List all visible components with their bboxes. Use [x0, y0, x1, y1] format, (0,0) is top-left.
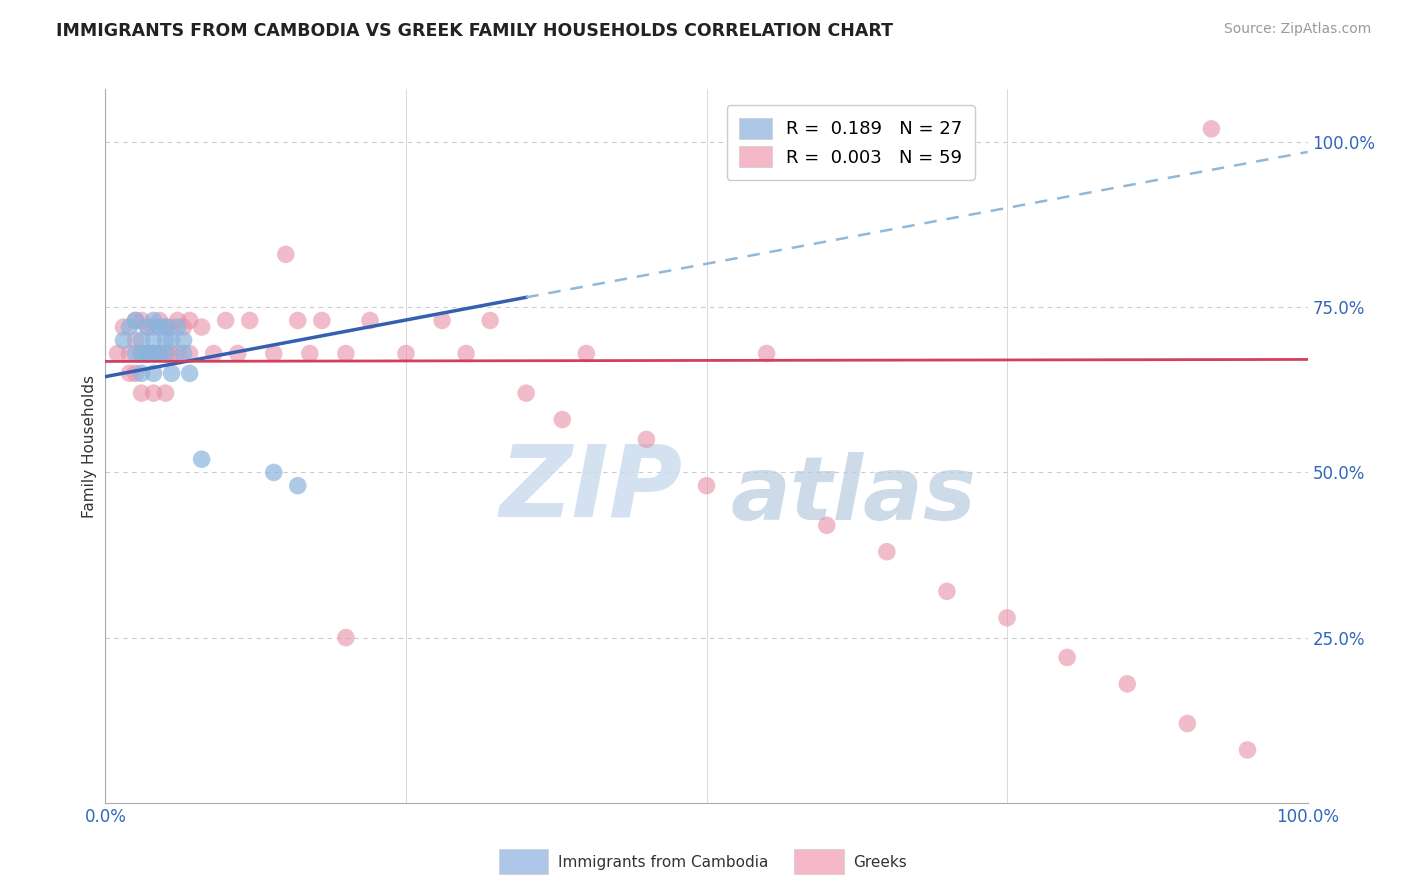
Point	[575, 346, 598, 360]
Point	[136, 320, 159, 334]
Point	[118, 367, 141, 381]
Text: atlas: atlas	[731, 452, 976, 540]
Point	[142, 346, 165, 360]
Point	[551, 412, 574, 426]
Point	[755, 346, 778, 360]
Point	[876, 545, 898, 559]
Point	[124, 346, 146, 360]
Point	[142, 386, 165, 401]
Point	[160, 346, 183, 360]
Point	[118, 346, 141, 360]
Point	[515, 386, 537, 401]
Point	[359, 313, 381, 327]
Point	[112, 320, 135, 334]
Text: Immigrants from Cambodia: Immigrants from Cambodia	[558, 855, 769, 870]
Text: Source: ZipAtlas.com: Source: ZipAtlas.com	[1223, 22, 1371, 37]
Point	[263, 466, 285, 480]
Point	[155, 333, 177, 347]
Point	[179, 346, 201, 360]
Point	[311, 313, 333, 327]
Point	[118, 320, 141, 334]
Point	[166, 313, 188, 327]
Point	[112, 333, 135, 347]
Point	[136, 346, 159, 360]
Point	[142, 346, 165, 360]
Point	[124, 367, 146, 381]
Point	[155, 320, 177, 334]
Point	[136, 346, 159, 360]
Point	[936, 584, 959, 599]
Point	[636, 433, 658, 447]
Point	[136, 320, 159, 334]
Point	[166, 346, 188, 360]
Point	[155, 386, 177, 401]
Point	[1175, 716, 1198, 731]
Point	[142, 367, 165, 381]
Point	[214, 313, 236, 327]
Point	[454, 346, 477, 360]
Point	[173, 320, 195, 334]
Point	[298, 346, 321, 360]
Point	[287, 478, 309, 492]
Point	[239, 313, 262, 327]
Text: IMMIGRANTS FROM CAMBODIA VS GREEK FAMILY HOUSEHOLDS CORRELATION CHART: IMMIGRANTS FROM CAMBODIA VS GREEK FAMILY…	[56, 22, 893, 40]
Text: ZIP: ZIP	[499, 441, 682, 537]
Point	[142, 313, 165, 327]
Point	[124, 313, 146, 327]
Point	[335, 346, 357, 360]
Point	[335, 631, 357, 645]
Point	[1236, 743, 1258, 757]
Point	[263, 346, 285, 360]
Point	[131, 346, 153, 360]
Point	[395, 346, 418, 360]
Point	[815, 518, 838, 533]
Point	[274, 247, 297, 261]
Point	[107, 346, 129, 360]
Point	[155, 346, 177, 360]
Point	[160, 320, 183, 334]
Point	[696, 478, 718, 492]
Point	[430, 313, 453, 327]
Point	[148, 313, 170, 327]
Point	[131, 386, 153, 401]
Point	[166, 320, 188, 334]
Point	[190, 452, 212, 467]
Point	[148, 346, 170, 360]
Point	[155, 346, 177, 360]
Point	[179, 367, 201, 381]
Point	[173, 333, 195, 347]
Point	[1201, 121, 1223, 136]
Point	[226, 346, 249, 360]
Point	[202, 346, 225, 360]
Point	[190, 320, 212, 334]
Point	[479, 313, 502, 327]
Point	[1116, 677, 1139, 691]
Legend: R =  0.189   N = 27, R =  0.003   N = 59: R = 0.189 N = 27, R = 0.003 N = 59	[727, 105, 974, 179]
Point	[124, 313, 146, 327]
Point	[173, 346, 195, 360]
Point	[995, 611, 1018, 625]
Y-axis label: Family Households: Family Households	[82, 375, 97, 517]
Point	[160, 367, 183, 381]
Point	[155, 320, 177, 334]
Point	[142, 320, 165, 334]
Point	[131, 346, 153, 360]
Text: Greeks: Greeks	[853, 855, 907, 870]
Point	[131, 367, 153, 381]
Point	[148, 346, 170, 360]
Point	[124, 333, 146, 347]
Point	[131, 313, 153, 327]
Point	[131, 333, 153, 347]
Point	[142, 333, 165, 347]
Point	[179, 313, 201, 327]
Point	[148, 320, 170, 334]
Point	[160, 333, 183, 347]
Point	[1056, 650, 1078, 665]
Point	[287, 313, 309, 327]
